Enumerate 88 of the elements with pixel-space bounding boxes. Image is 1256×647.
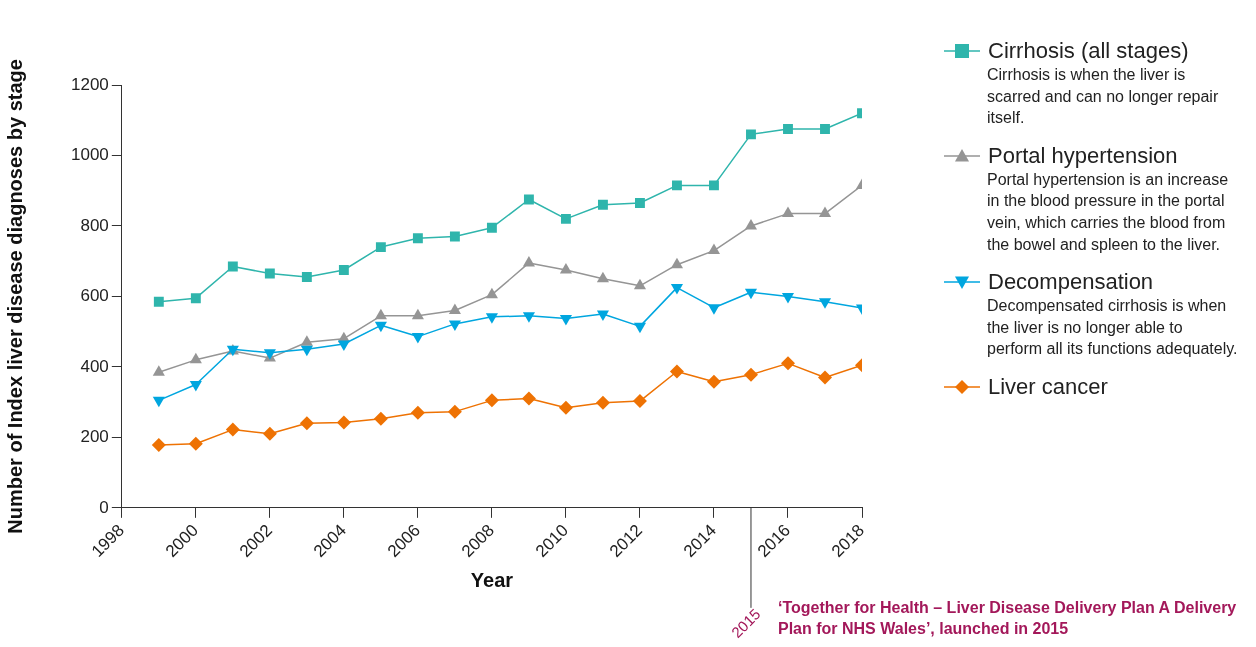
- point: [744, 288, 758, 300]
- point: [152, 396, 165, 408]
- point: [783, 124, 793, 134]
- y-tick-label: 0: [99, 497, 109, 517]
- point: [597, 199, 608, 210]
- point: [709, 180, 719, 191]
- y-tick-label: 600: [80, 286, 109, 306]
- point: [484, 393, 499, 408]
- point: [151, 438, 166, 453]
- y-tick-label: 1200: [70, 74, 109, 94]
- point: [301, 272, 312, 282]
- point: [633, 278, 647, 290]
- point: [227, 261, 238, 272]
- point: [596, 310, 609, 322]
- legend-label: Decompensation: [988, 269, 1154, 296]
- point: [669, 364, 684, 379]
- point: [818, 298, 832, 309]
- text: ‘Together for Health – Liver Disease Delivery Plan A Delivery Plan for NHS Wales’, launched in 2015: [778, 598, 1238, 639]
- point: [633, 322, 647, 334]
- point: [486, 222, 497, 233]
- point: [743, 367, 758, 382]
- point: [818, 206, 832, 218]
- point: [337, 340, 350, 351]
- point: [373, 411, 388, 426]
- point: [300, 335, 313, 346]
- point: [375, 242, 386, 253]
- legend-label: Liver cancer: [988, 373, 1108, 400]
- point: [595, 395, 610, 410]
- point: [817, 370, 832, 385]
- point: [522, 255, 535, 267]
- point: [521, 391, 536, 406]
- point: [523, 194, 534, 205]
- point: [190, 293, 201, 304]
- point: [338, 265, 349, 275]
- point: [411, 333, 424, 344]
- y-tick-label: 200: [80, 427, 109, 447]
- point: [264, 268, 275, 279]
- y-tick-label: 800: [80, 215, 109, 235]
- y-tick-label: 400: [80, 356, 109, 376]
- y-tick-label: 1000: [70, 145, 109, 165]
- point: [152, 365, 165, 376]
- point: [449, 231, 460, 242]
- point: [744, 218, 758, 230]
- point: [559, 315, 572, 326]
- x-axis-title: Year: [470, 568, 514, 591]
- point: [781, 206, 795, 218]
- point: [746, 129, 756, 140]
- point: [559, 262, 572, 274]
- point: [374, 308, 387, 320]
- point: [781, 292, 795, 304]
- point: [632, 394, 647, 409]
- point: [670, 284, 684, 295]
- point: [448, 320, 461, 331]
- text: Portal hypertension is an increase in the blood pressure in the portal vein, which carries the blood from the bowel and spleen to the liver.: [987, 169, 1230, 255]
- point: [189, 352, 202, 364]
- y-axis-title: Number of Index liver disease diagnoses by stage: [3, 59, 26, 534]
- point: [706, 374, 721, 389]
- point: [596, 271, 609, 283]
- point: [448, 303, 461, 315]
- point: [153, 296, 164, 307]
- point: [558, 400, 573, 415]
- point: [188, 436, 203, 451]
- point: [672, 180, 682, 191]
- point: [374, 321, 387, 333]
- point: [560, 213, 571, 224]
- legend-label: Portal hypertension: [988, 142, 1178, 169]
- point: [412, 233, 423, 244]
- point: [189, 381, 202, 392]
- point: [336, 415, 351, 430]
- point: [635, 198, 645, 208]
- point: [707, 304, 721, 315]
- text: Decompensated cirrhosis is when the liver is no longer able to perform all its functions adequately.: [987, 296, 1239, 360]
- text: Cirrhosis is when the liver is scarred and can no longer repair itself.: [987, 65, 1220, 129]
- point: [300, 345, 313, 357]
- point: [225, 422, 240, 437]
- legend-label: Cirrhosis (all stages): [988, 38, 1189, 64]
- point: [411, 308, 424, 320]
- point: [707, 243, 721, 255]
- point: [410, 405, 425, 420]
- point: [299, 416, 314, 431]
- point: [485, 287, 498, 299]
- point: [485, 313, 498, 324]
- point: [447, 404, 462, 419]
- point: [780, 356, 795, 371]
- point: [670, 257, 684, 269]
- point: [522, 312, 535, 323]
- point: [820, 124, 830, 134]
- point: [262, 426, 277, 441]
